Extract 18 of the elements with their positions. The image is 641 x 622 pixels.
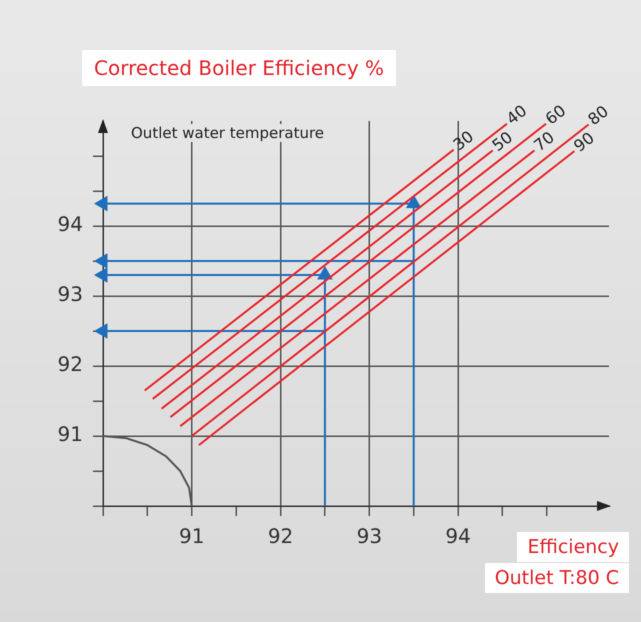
text: 70 [530, 128, 558, 155]
text: 40 [502, 100, 530, 128]
text: 80 [584, 102, 612, 130]
x-tick-label: 92 [268, 524, 294, 548]
y-tick-label: 94 [58, 212, 83, 236]
x-tick-label: 93 [356, 524, 382, 548]
text: 90 [570, 128, 598, 156]
text: 30 [449, 126, 478, 154]
y-tick-label: 91 [58, 422, 83, 446]
chart-title: Corrected Boiler Efficiency % [82, 50, 396, 86]
y-tick-label: 92 [58, 352, 83, 376]
text: 60 [542, 100, 570, 128]
text: 50 [488, 127, 516, 155]
y-tick-label: 93 [58, 282, 83, 306]
x-tick-label: 94 [445, 524, 471, 548]
x-tick-label: 91 [179, 524, 204, 548]
y-axis-title: Outlet water temperature [128, 124, 328, 142]
x-axis-title: Efficiency Outlet T:80 C [494, 535, 620, 591]
